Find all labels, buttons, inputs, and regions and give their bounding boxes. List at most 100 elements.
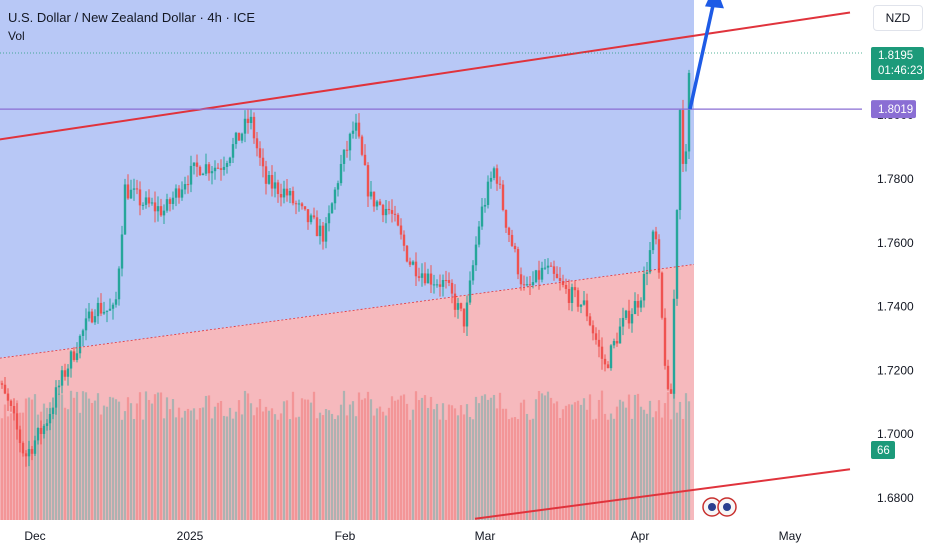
volume-bar [54, 403, 58, 520]
flag-canton [723, 503, 731, 511]
volume-bar [480, 395, 484, 520]
candle-body [108, 308, 112, 311]
candle-body [480, 206, 484, 227]
volume-bar [360, 399, 364, 520]
volume-bar [288, 419, 292, 520]
volume-bar [81, 391, 85, 520]
volume-bar [396, 399, 400, 520]
volume-bar [270, 408, 274, 520]
volume-bar [252, 415, 256, 520]
candle-body [429, 273, 433, 285]
volume-bar [183, 410, 187, 520]
candle-body [174, 188, 178, 198]
candlesticks [0, 69, 691, 467]
arrow-head [705, 0, 724, 9]
candle-body [375, 201, 379, 207]
candle-body [396, 214, 400, 226]
candle-body [591, 325, 595, 334]
volume-bar [381, 411, 385, 520]
volume-bar [573, 402, 577, 520]
volume-bar [195, 419, 199, 520]
candle-body [276, 182, 280, 195]
drawn-lines [0, 0, 862, 520]
candle-body [48, 414, 52, 424]
volume-bar [393, 400, 397, 520]
candle-body [447, 280, 451, 283]
volume-bar [93, 400, 97, 520]
candle-body [30, 449, 34, 454]
candle-body [3, 384, 7, 394]
volume-bar [108, 396, 112, 520]
volume-bar [6, 416, 10, 520]
volume-bar [489, 397, 493, 520]
candle-body [156, 206, 160, 212]
candle-body [135, 188, 139, 190]
candle-body [171, 197, 175, 204]
candle-body [402, 234, 406, 246]
volume-bar [303, 399, 307, 520]
volume-bar [450, 405, 454, 520]
candle-body [687, 72, 691, 152]
volume-bar [144, 391, 148, 520]
volume-bar [549, 397, 553, 520]
last-price-value: 1.8195 [878, 50, 913, 62]
candle-body [15, 413, 19, 430]
volume-bar [444, 419, 448, 520]
volume-bar [264, 406, 268, 520]
candle-body [624, 310, 628, 318]
volume-bar [594, 418, 598, 520]
candle-body [261, 157, 265, 167]
candle-body [0, 383, 4, 385]
volume-bar [168, 409, 172, 520]
volume-bar [279, 413, 283, 520]
currency-button[interactable]: NZD [873, 5, 923, 31]
candle-body [339, 163, 343, 184]
candle-body [348, 133, 352, 151]
volume-bar [627, 394, 631, 520]
volume-bar [660, 417, 664, 520]
candle-body [243, 118, 247, 134]
volume-bar [267, 410, 271, 520]
candle-body [486, 181, 490, 205]
candle-body [300, 203, 304, 207]
candle-body [651, 231, 655, 251]
volume-bar [474, 396, 478, 520]
candle-body [21, 443, 25, 454]
volume-bars [0, 390, 691, 520]
volume-bar [309, 402, 313, 520]
candle-body [195, 162, 199, 167]
candle-body [573, 287, 577, 291]
candle-body [267, 175, 271, 184]
volume-bar [579, 404, 583, 520]
candle-body [126, 184, 130, 199]
volume-bar [678, 401, 682, 520]
volume-bar [507, 419, 511, 520]
volume-bar [306, 399, 310, 520]
candle-body [12, 405, 16, 414]
candle-body [186, 184, 190, 186]
candle-body [120, 234, 124, 269]
candle-body [216, 167, 220, 169]
candle-body [219, 168, 223, 170]
candle-body [414, 261, 418, 277]
volume-bar [525, 413, 529, 520]
candle-body [18, 429, 22, 444]
volume-bar [63, 407, 67, 520]
volume-bar [0, 418, 4, 520]
volume-bar [228, 407, 232, 520]
volume-bar [486, 399, 490, 520]
volume-bar [468, 416, 472, 520]
candle-body [489, 177, 493, 182]
volume-bar [9, 413, 13, 520]
volume-bar [684, 393, 688, 520]
candle-body [345, 149, 349, 151]
candle-body [360, 136, 364, 155]
time-tick-label: Dec [24, 529, 45, 543]
volume-bar [165, 397, 169, 520]
volume-bar [141, 419, 145, 520]
volume-bar [210, 418, 214, 520]
candle-body [417, 276, 421, 278]
candle-body [306, 209, 310, 223]
volume-bar [510, 417, 514, 520]
